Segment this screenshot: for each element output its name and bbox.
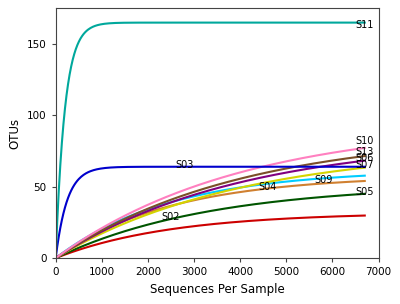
X-axis label: Sequences Per Sample: Sequences Per Sample [150,283,284,296]
Text: S06: S06 [356,153,374,163]
Y-axis label: OTUs: OTUs [8,118,21,149]
Text: S13: S13 [356,147,374,157]
Text: S11: S11 [356,20,374,30]
Text: S10: S10 [356,136,374,146]
Text: S09: S09 [314,174,332,185]
Text: S04: S04 [259,182,277,192]
Text: S02: S02 [162,212,180,222]
Text: S07: S07 [356,160,374,170]
Text: S03: S03 [176,160,194,170]
Text: S05: S05 [356,188,374,197]
